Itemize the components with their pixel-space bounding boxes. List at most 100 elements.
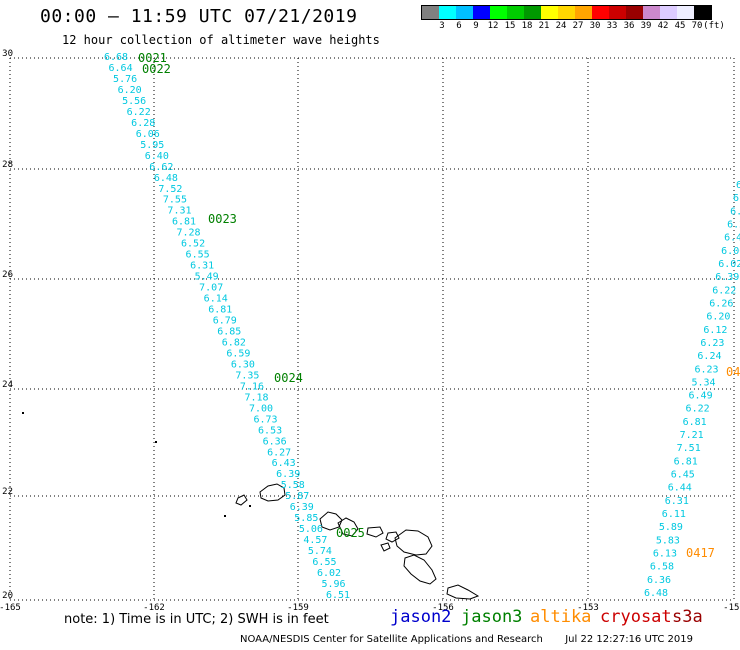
- islet-dot: [249, 505, 251, 507]
- swh-value: 6.28: [131, 118, 155, 129]
- swh-value: 6.73: [254, 414, 278, 425]
- lon-label: -165: [0, 603, 21, 613]
- legend-label: 70: [691, 21, 703, 31]
- swh-value: 6.59: [226, 348, 250, 359]
- legend-swatch: [575, 6, 592, 19]
- swh-value: 6.68: [104, 52, 128, 63]
- islet-dot: [224, 515, 226, 517]
- swh-value: 6.: [730, 206, 740, 217]
- lat-label: 20: [2, 591, 13, 601]
- credit-time: Jul 22 12:27:16 UTC 2019: [565, 634, 693, 645]
- satellite-name: s3a: [672, 607, 703, 627]
- pass-time-label: 0417: [686, 546, 715, 560]
- swh-value: 6.23: [694, 364, 718, 375]
- swh-value: 6.79: [213, 316, 237, 327]
- legend-label: 30: [589, 21, 601, 31]
- swh-value: 6.31: [665, 496, 689, 507]
- legend-label: 9: [473, 21, 479, 31]
- swh-value: 7.51: [677, 443, 701, 454]
- swh-value: 6.36: [647, 575, 671, 586]
- lat-label: 26: [2, 270, 13, 280]
- legend-swatch: [507, 6, 524, 19]
- swh-value: 6.45: [671, 470, 695, 481]
- swh-value: 6.81: [674, 456, 698, 467]
- swh-value: 7.35: [235, 370, 259, 381]
- swh-value: 5.87: [285, 491, 309, 502]
- legend-label: (ft): [703, 21, 725, 31]
- map-subtitle: 12 hour collection of altimeter wave hei…: [62, 33, 380, 47]
- swh-value: 6.26: [709, 298, 733, 309]
- legend-swatch: [422, 6, 439, 19]
- swh-value: 6.49: [689, 391, 713, 402]
- island-outline: [380, 542, 391, 552]
- swh-value: 5.83: [656, 535, 680, 546]
- swh-value: 6.55: [312, 557, 336, 568]
- swh-value: 6.39: [276, 469, 300, 480]
- swh-value: 5.06: [299, 524, 323, 535]
- swh-value: 6.82: [222, 337, 246, 348]
- island-outline: [366, 526, 384, 538]
- swh-value: 7.52: [158, 184, 182, 195]
- swh-value: 6: [736, 180, 740, 191]
- pass-time-label: 0025: [336, 526, 365, 540]
- legend-swatch: [439, 6, 456, 19]
- swh-value: 6.22: [127, 107, 151, 118]
- legend-label: 21: [538, 21, 550, 31]
- swh-value: 6.24: [697, 351, 721, 362]
- credit-line: NOAA/NESDIS Center for Satellite Applica…: [240, 634, 693, 645]
- satellite-name: jason2: [390, 607, 452, 627]
- swh-value: 7.16: [240, 381, 264, 392]
- legend-swatch: [643, 6, 660, 19]
- legend-swatch: [456, 6, 473, 19]
- swh-value: 6.51: [326, 590, 350, 601]
- legend-labels: 3 6 9 12 15 18 21 24 27 30 33 36 39 42 45 70 (ft): [421, 20, 725, 32]
- swh-value: 6.39: [715, 272, 739, 283]
- swh-value: 5.76: [113, 74, 137, 85]
- credit-org: NOAA/NESDIS Center for Satellite Applica…: [240, 634, 543, 645]
- swh-value: 6.36: [263, 436, 287, 447]
- satellite-name: cryosat: [600, 607, 672, 627]
- swh-value: 6.81: [208, 305, 232, 316]
- legend-colorbar: [421, 5, 712, 20]
- swh-value: 6.81: [683, 417, 707, 428]
- lat-label: 22: [2, 487, 13, 497]
- swh-value: 5.85: [294, 513, 318, 524]
- legend-label: 33: [606, 21, 618, 31]
- swh-value: 5.56: [122, 96, 146, 107]
- swh-value: 7.55: [163, 195, 187, 206]
- legend-label: 12: [487, 21, 499, 31]
- swh-value: 7.07: [199, 283, 223, 294]
- legend-swatch: [660, 6, 677, 19]
- swh-value: 6.53: [258, 425, 282, 436]
- legend-label: 3: [439, 21, 445, 31]
- legend-label: 36: [623, 21, 635, 31]
- swh-value: 6: [733, 193, 739, 204]
- swh-value: 7.18: [244, 392, 268, 403]
- satellite-name: altika: [530, 607, 592, 627]
- footnote: note: 1) Time is in UTC; 2) SWH is in fe…: [64, 612, 329, 627]
- island-outline: [259, 483, 286, 502]
- swh-value: 6.39: [290, 502, 314, 513]
- swh-value: 7.21: [680, 430, 704, 441]
- islet-dot: [22, 412, 24, 414]
- map-title: 00:00 – 11:59 UTC 07/21/2019: [40, 6, 358, 27]
- lon-label: -150: [723, 603, 740, 613]
- swh-value: 6.85: [217, 326, 241, 337]
- island-outline: [319, 511, 343, 531]
- swh-value: 6.30: [231, 359, 255, 370]
- swh-value: 5.58: [281, 480, 305, 491]
- island-outline: [403, 554, 437, 585]
- island-outline: [394, 529, 433, 556]
- swh-value: 6.13: [653, 549, 677, 560]
- lat-label: 28: [2, 160, 13, 170]
- swh-value: 6.48: [154, 173, 178, 184]
- pass-time-label: 0024: [274, 371, 303, 385]
- swh-value: 6.62: [149, 162, 173, 173]
- swh-value: 5.89: [659, 522, 683, 533]
- lat-label: 30: [2, 49, 13, 59]
- swh-value: 6.52: [181, 239, 205, 250]
- legend-label: 24: [555, 21, 567, 31]
- swh-value: 6.81: [172, 217, 196, 228]
- legend-label: 39: [640, 21, 652, 31]
- swh-value: 5.74: [308, 546, 332, 557]
